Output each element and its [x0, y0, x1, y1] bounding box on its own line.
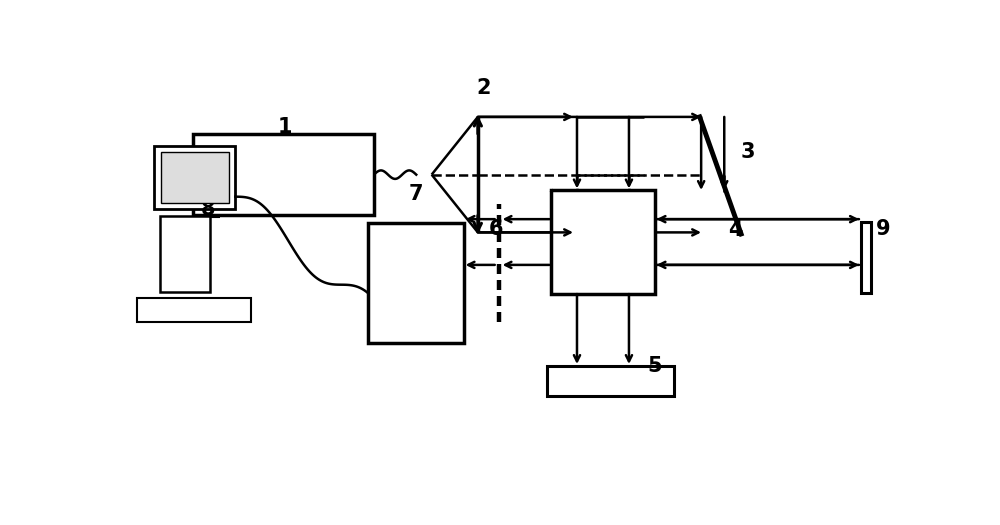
Text: 7: 7 — [409, 184, 424, 204]
Bar — [547, 365, 674, 396]
Bar — [160, 216, 210, 292]
Text: 9: 9 — [876, 218, 891, 238]
Bar — [193, 134, 374, 215]
Text: 5: 5 — [648, 355, 662, 375]
Bar — [368, 223, 464, 342]
Text: 6: 6 — [488, 218, 503, 238]
Bar — [551, 190, 655, 294]
Bar — [861, 223, 871, 293]
Bar — [137, 298, 251, 322]
Text: 4: 4 — [729, 220, 743, 240]
Text: 8: 8 — [201, 200, 216, 219]
Bar — [161, 152, 229, 203]
Text: 2: 2 — [476, 78, 490, 98]
Text: 3: 3 — [740, 142, 755, 162]
Text: 1: 1 — [278, 117, 293, 137]
Bar — [154, 146, 235, 209]
